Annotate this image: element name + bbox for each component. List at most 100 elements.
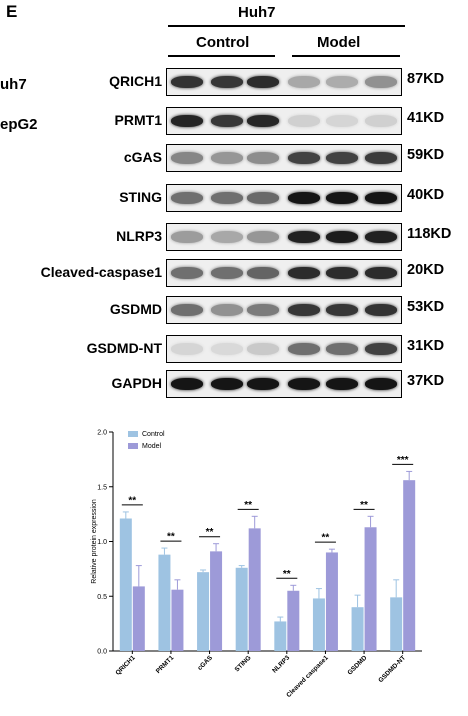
- blot-band: [247, 152, 279, 164]
- blot-label-sting: STING: [119, 189, 162, 205]
- blot-band: [211, 378, 243, 390]
- blot-strip-prmt1: [166, 107, 402, 135]
- blot-band: [365, 152, 397, 164]
- model-group-underline: [292, 55, 400, 57]
- x-tick-label: STING: [234, 654, 253, 673]
- blot-band: [288, 343, 320, 355]
- kd-label-qrich1: 87KD: [407, 71, 445, 87]
- significance-label: ***: [397, 455, 409, 466]
- blot-band: [211, 115, 243, 127]
- blot-strip-qrich1: [166, 68, 402, 96]
- blot-band: [171, 343, 203, 355]
- y-tick-label: 1.5: [97, 484, 107, 491]
- blot-band: [211, 231, 243, 243]
- blot-band: [288, 231, 320, 243]
- significance-label: **: [206, 527, 214, 538]
- blot-band: [288, 115, 320, 127]
- cut-off-label-huh7: uh7: [0, 76, 27, 93]
- blot-strip-cleaved-caspase1: [166, 259, 402, 287]
- y-tick-label: 0.5: [97, 594, 107, 601]
- kd-label-prmt1: 41KD: [407, 110, 445, 126]
- blot-label-gsdmd-nt: GSDMD-NT: [86, 340, 162, 356]
- blot-band: [288, 152, 320, 164]
- bar-model: [171, 589, 184, 651]
- blot-band: [326, 378, 358, 390]
- blot-band: [171, 192, 203, 204]
- kd-label-sting: 40KD: [407, 187, 445, 203]
- blot-label-prmt1: PRMT1: [114, 112, 162, 128]
- blot-band: [326, 343, 358, 355]
- blot-band: [211, 304, 243, 316]
- legend-label-control: Control: [142, 431, 165, 438]
- blot-band: [211, 192, 243, 204]
- x-tick-label: GSDMD-NT: [377, 654, 407, 684]
- blot-band: [326, 152, 358, 164]
- blot-band: [247, 231, 279, 243]
- blot-band: [211, 267, 243, 279]
- blot-band: [365, 115, 397, 127]
- significance-label: **: [167, 532, 175, 543]
- y-tick-label: 0.0: [97, 649, 107, 656]
- blot-band: [326, 304, 358, 316]
- blot-band: [326, 231, 358, 243]
- blot-band: [365, 304, 397, 316]
- blot-band: [247, 343, 279, 355]
- bar-model: [364, 527, 377, 651]
- bar-control: [274, 621, 287, 651]
- blot-band: [365, 192, 397, 204]
- blot-band: [247, 192, 279, 204]
- blot-label-qrich1: QRICH1: [109, 73, 162, 89]
- blot-band: [365, 231, 397, 243]
- blot-strip-gapdh: [166, 370, 402, 398]
- bar-control: [119, 518, 132, 651]
- blot-label-gapdh: GAPDH: [111, 375, 162, 391]
- bar-control: [197, 572, 210, 651]
- blot-band: [171, 231, 203, 243]
- blot-band: [288, 267, 320, 279]
- control-group-label: Control: [196, 34, 250, 51]
- bar-control: [235, 567, 248, 651]
- blot-band: [326, 267, 358, 279]
- cell-line-title: Huh7: [238, 4, 276, 21]
- blot-band: [288, 378, 320, 390]
- blot-label-cleaved-caspase1: Cleaved-caspase1: [40, 264, 162, 280]
- y-axis-label: Relative protein expression: [91, 499, 98, 584]
- bar-control: [390, 597, 403, 651]
- significance-label: **: [283, 569, 291, 580]
- bar-model: [132, 586, 145, 651]
- significance-label: **: [360, 500, 368, 511]
- blot-band: [171, 76, 203, 88]
- cut-off-label-hepg2: epG2: [0, 116, 38, 133]
- x-tick-label: Cleaved caspase1: [285, 654, 330, 699]
- blot-band: [288, 76, 320, 88]
- bar-model: [403, 480, 416, 651]
- significance-label: **: [128, 495, 136, 506]
- blot-strip-gsdmd-nt: [166, 335, 402, 363]
- x-tick-label: GSDMD: [346, 654, 368, 676]
- bar-chart: 0.0 0.5 1.0 1.5 2.0 Relative protein expressi…: [91, 430, 422, 699]
- blot-band: [171, 152, 203, 164]
- x-tick-label: PRMT1: [155, 654, 176, 675]
- bar-model: [325, 552, 338, 651]
- significance-label: **: [244, 500, 252, 511]
- blot-band: [171, 304, 203, 316]
- kd-label-gsdmd: 53KD: [407, 299, 445, 315]
- model-group-label: Model: [317, 34, 361, 51]
- x-tick-label: cGAS: [197, 654, 215, 672]
- blot-band: [211, 152, 243, 164]
- blot-band: [288, 304, 320, 316]
- blot-band: [365, 267, 397, 279]
- x-tick-label: QRICH1: [114, 654, 137, 677]
- blot-band: [171, 115, 203, 127]
- cell-line-bracket: [168, 25, 405, 27]
- blot-band: [326, 115, 358, 127]
- blot-band: [326, 76, 358, 88]
- bar-control: [158, 554, 171, 651]
- bar-control: [312, 598, 325, 651]
- control-group-underline: [168, 55, 275, 57]
- blot-label-cgas: cGAS: [123, 149, 162, 165]
- blot-strip-sting: [166, 184, 402, 212]
- legend-swatch-model: [128, 443, 138, 449]
- kd-label-cgas: 59KD: [407, 147, 445, 163]
- kd-label-gapdh: 37KD: [407, 373, 445, 389]
